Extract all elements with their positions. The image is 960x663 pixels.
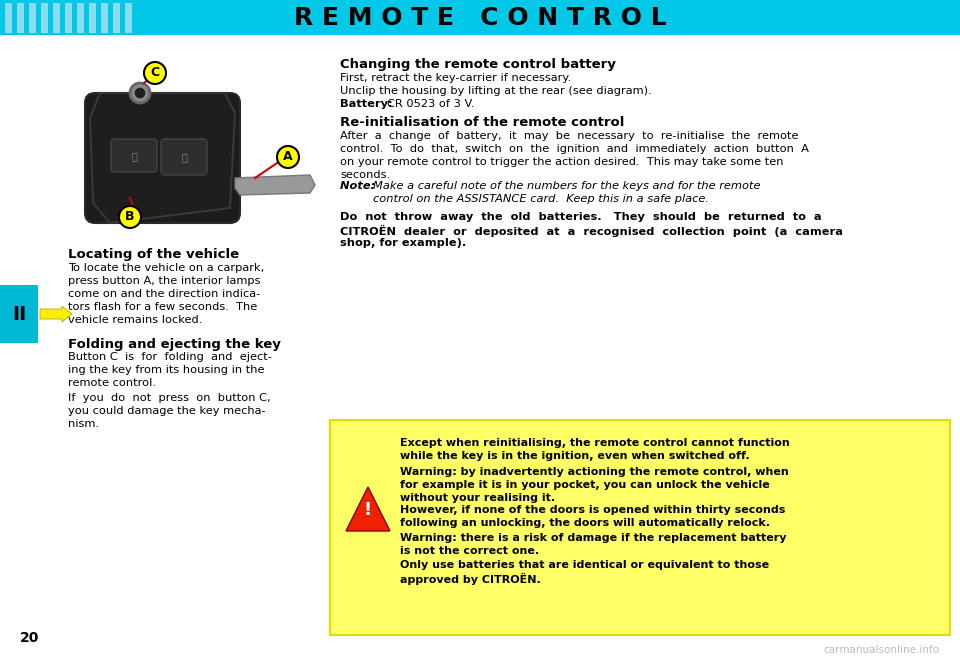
Text: However, if none of the doors is opened within thirty seconds: However, if none of the doors is opened … (400, 505, 785, 515)
Text: !: ! (364, 501, 372, 519)
Text: Changing the remote control battery: Changing the remote control battery (340, 58, 616, 71)
Text: ing the key from its housing in the: ing the key from its housing in the (68, 365, 265, 375)
FancyBboxPatch shape (161, 139, 207, 175)
Polygon shape (90, 93, 235, 223)
Text: following an unlocking, the doors will automatically relock.: following an unlocking, the doors will a… (400, 518, 770, 528)
Text: without your realising it.: without your realising it. (400, 493, 555, 503)
Bar (101, 3, 108, 33)
Polygon shape (346, 487, 390, 531)
Text: Except when reinitialising, the remote control cannot function: Except when reinitialising, the remote c… (400, 438, 790, 448)
Polygon shape (235, 175, 315, 195)
Bar (53, 3, 60, 33)
Text: A: A (283, 151, 293, 164)
Circle shape (277, 146, 299, 168)
Text: After  a  change  of  battery,  it  may  be  necessary  to  re-initialise  the  : After a change of battery, it may be nec… (340, 131, 799, 141)
Text: First, retract the key-carrier if necessary.: First, retract the key-carrier if necess… (340, 73, 571, 83)
Text: Unclip the housing by lifting at the rear (see diagram).: Unclip the housing by lifting at the rea… (340, 86, 652, 96)
Text: II: II (12, 304, 26, 324)
Text: control on the ASSISTANCE card.  Keep this in a safe place.: control on the ASSISTANCE card. Keep thi… (373, 194, 709, 204)
Circle shape (119, 206, 141, 228)
Text: CITROËN  dealer  or  deposited  at  a  recognised  collection  point  (a  camera: CITROËN dealer or deposited at a recogni… (340, 225, 843, 237)
Bar (125, 3, 132, 33)
Bar (113, 3, 120, 33)
Text: tors flash for a few seconds.  The: tors flash for a few seconds. The (68, 302, 257, 312)
Text: Re-initialisation of the remote control: Re-initialisation of the remote control (340, 116, 624, 129)
Text: R E M O T E   C O N T R O L: R E M O T E C O N T R O L (294, 6, 666, 30)
Text: you could damage the key mecha-: you could damage the key mecha- (68, 406, 266, 416)
Text: while the key is in the ignition, even when switched off.: while the key is in the ignition, even w… (400, 451, 750, 461)
Bar (77, 3, 84, 33)
Bar (5, 3, 12, 33)
Text: for example it is in your pocket, you can unlock the vehicle: for example it is in your pocket, you ca… (400, 480, 770, 490)
Text: To locate the vehicle on a carpark,: To locate the vehicle on a carpark, (68, 263, 264, 273)
Bar (0, 285, 38, 343)
Text: shop, for example).: shop, for example). (340, 238, 467, 248)
Bar (29, 3, 36, 33)
Text: 🔓: 🔓 (181, 152, 187, 162)
Text: approved by CITROËN.: approved by CITROËN. (400, 573, 540, 585)
Text: carmanualsonline.info: carmanualsonline.info (824, 645, 940, 655)
Circle shape (130, 83, 150, 103)
Text: nism.: nism. (68, 419, 99, 429)
Text: Only use batteries that are identical or equivalent to those: Only use batteries that are identical or… (400, 560, 769, 570)
Bar (41, 3, 48, 33)
Text: vehicle remains locked.: vehicle remains locked. (68, 315, 203, 325)
Text: Do  not  throw  away  the  old  batteries.   They  should  be  returned  to  a: Do not throw away the old batteries. The… (340, 212, 822, 222)
Text: Folding and ejecting the key: Folding and ejecting the key (68, 338, 281, 351)
Text: on your remote control to trigger the action desired.  This may take some ten: on your remote control to trigger the ac… (340, 157, 783, 167)
Text: C: C (151, 66, 159, 80)
Text: Warning: there is a risk of damage if the replacement battery: Warning: there is a risk of damage if th… (400, 533, 786, 543)
Circle shape (134, 87, 146, 99)
Circle shape (144, 62, 166, 84)
Text: 🔒: 🔒 (132, 151, 137, 161)
Bar (65, 3, 72, 33)
Text: 20: 20 (20, 631, 39, 645)
Bar (0, 0, 960, 35)
Text: Button C  is  for  folding  and  eject-: Button C is for folding and eject- (68, 352, 272, 362)
Text: B: B (125, 210, 134, 223)
Text: Make a careful note of the numbers for the keys and for the remote: Make a careful note of the numbers for t… (373, 181, 760, 191)
Text: remote control.: remote control. (68, 378, 156, 388)
Text: Note:: Note: (340, 181, 379, 191)
FancyBboxPatch shape (85, 93, 240, 223)
Text: seconds.: seconds. (340, 170, 390, 180)
Text: If  you  do  not  press  on  button C,: If you do not press on button C, (68, 393, 271, 403)
Bar (17, 3, 24, 33)
Bar (89, 3, 96, 33)
FancyArrow shape (40, 306, 72, 322)
Text: is not the correct one.: is not the correct one. (400, 546, 540, 556)
Text: CR 0523 of 3 V.: CR 0523 of 3 V. (387, 99, 474, 109)
Bar (330, 420, 950, 635)
FancyBboxPatch shape (111, 139, 157, 172)
Text: control.  To  do  that,  switch  on  the  ignition  and  immediately  action  bu: control. To do that, switch on the ignit… (340, 144, 809, 154)
Text: Battery:: Battery: (340, 99, 396, 109)
Text: press button A, the interior lamps: press button A, the interior lamps (68, 276, 260, 286)
Text: Warning: by inadvertently actioning the remote control, when: Warning: by inadvertently actioning the … (400, 467, 789, 477)
Text: Locating of the vehicle: Locating of the vehicle (68, 248, 239, 261)
Text: come on and the direction indica-: come on and the direction indica- (68, 289, 260, 299)
